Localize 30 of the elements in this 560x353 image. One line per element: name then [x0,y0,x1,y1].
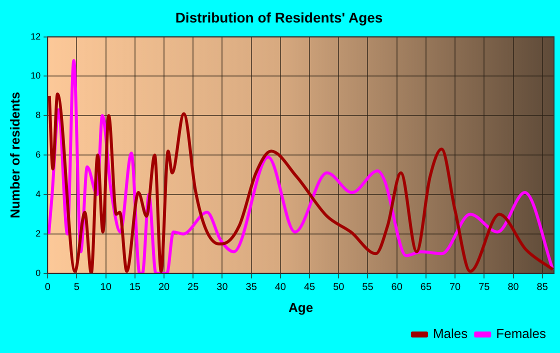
x-tick-label: 10 [100,282,112,294]
x-tick-label: 50 [333,282,345,294]
x-tick-label: 75 [478,282,490,294]
y-tick-label: 0 [36,268,41,278]
x-tick-label: 5 [74,282,80,294]
x-tick-label: 0 [44,282,51,294]
x-tick-label: 85 [536,282,548,294]
y-tick-label: 4 [36,189,41,200]
x-tick-label: 40 [274,282,286,294]
legend-label: Males [432,326,468,342]
y-axis-title: Number of residents [7,92,22,218]
x-tick-label: 80 [508,282,520,294]
x-tick-label: 15 [129,282,141,294]
y-tick-label: 10 [30,70,41,81]
x-tick-label: 30 [216,282,228,294]
chart-title: Distribution of Residents' Ages [175,9,383,26]
x-tick-label: 45 [304,282,316,294]
y-tick-label: 12 [30,31,41,42]
x-tick-label: 60 [391,282,403,294]
x-tick-label: 20 [158,282,170,294]
x-tick-label: 35 [246,282,258,294]
x-tick-label: 55 [362,282,374,294]
legend-label: Females [496,326,546,342]
x-axis-title: Age [288,300,314,315]
y-tick-label: 6 [36,150,41,160]
y-tick-label: 2 [36,228,41,238]
x-tick-label: 70 [449,282,462,294]
x-tick-label: 25 [188,282,200,294]
x-tick-label: 65 [420,282,432,294]
y-tick-label: 8 [36,110,41,120]
